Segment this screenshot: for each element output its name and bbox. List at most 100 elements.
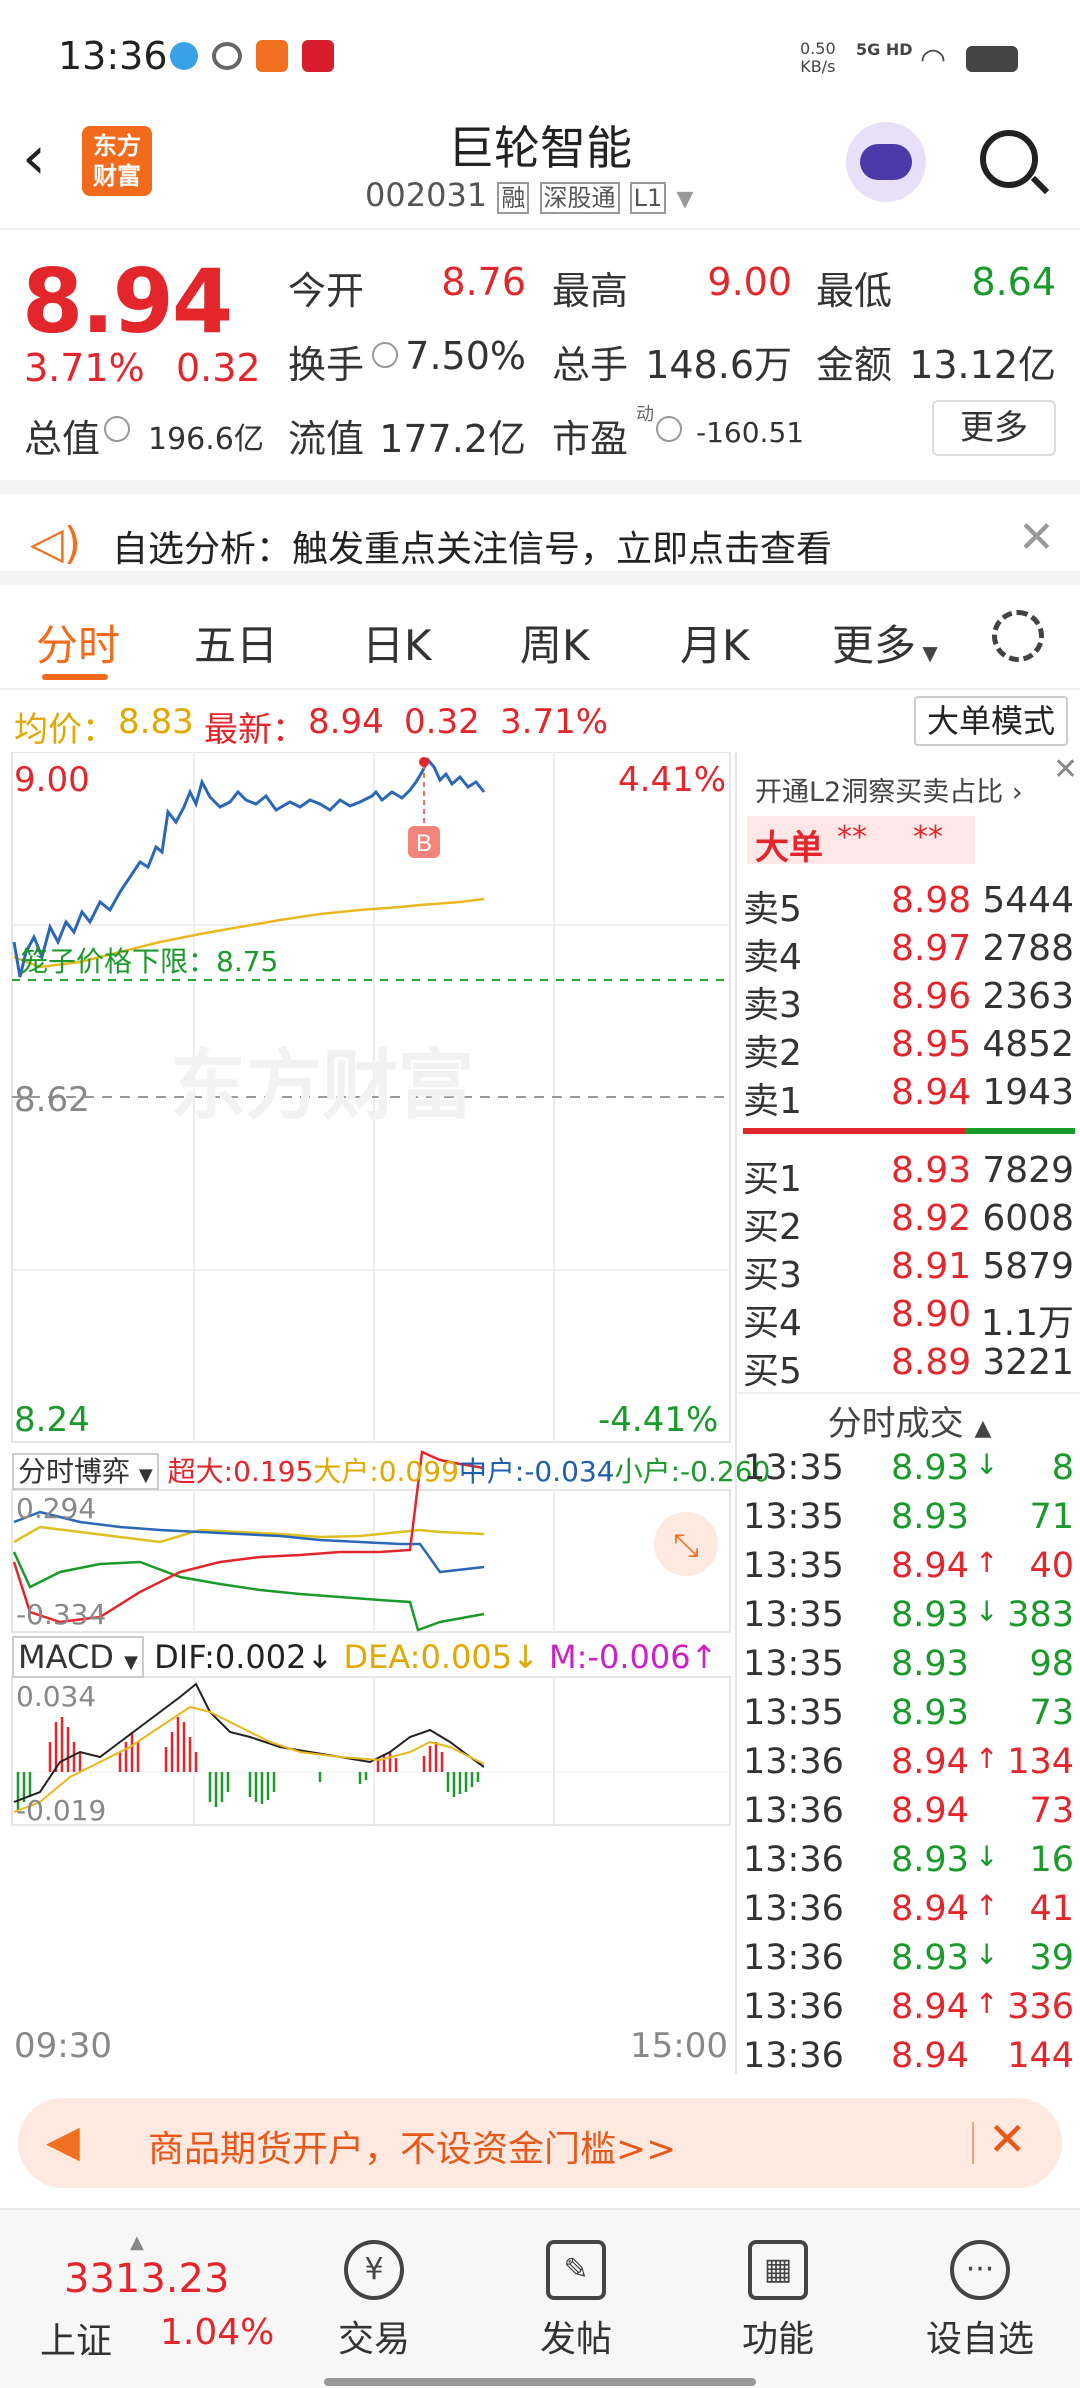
nav-functions[interactable]: ▦ 功能 bbox=[708, 2240, 848, 2362]
order-book-panel: 开通L2洞察买卖占比 › ✕ 大单 ** ** 卖5 8.98 5444 卖4 8.9… bbox=[735, 752, 1080, 2076]
big-order-label: 大单 bbox=[755, 828, 823, 868]
tab-more[interactable]: 更多 ▼ bbox=[832, 621, 938, 670]
promo-divider bbox=[972, 2122, 974, 2164]
tmall-icon bbox=[302, 40, 334, 72]
latest-value: 8.94 bbox=[308, 702, 384, 742]
high-value: 9.00 bbox=[707, 260, 792, 304]
pe-info-icon[interactable] bbox=[656, 416, 682, 442]
nav-add-watchlist[interactable]: ··· 设自选 bbox=[910, 2240, 1050, 2362]
macd-dropdown[interactable]: MACD ▼ bbox=[12, 1636, 144, 1678]
y-axis-top: 9.00 bbox=[14, 760, 90, 800]
low-label: 最低 bbox=[816, 269, 893, 313]
bid-row[interactable]: 买5 8.89 3221 bbox=[743, 1342, 1074, 1392]
avg-value: 8.83 bbox=[118, 702, 194, 742]
float-cap-label: 流值 bbox=[288, 417, 365, 461]
ratio-bar-sell bbox=[743, 1128, 965, 1134]
latest-change-pct: 3.71% bbox=[500, 702, 609, 742]
app-notification-icon bbox=[170, 42, 198, 70]
network-type: 5G HD bbox=[856, 40, 913, 59]
ask-row[interactable]: 卖2 8.95 4852 bbox=[743, 1024, 1074, 1074]
watermark: 东方财富 bbox=[170, 1044, 474, 1129]
index-pct: 1.04% bbox=[160, 2312, 275, 2353]
ask-row[interactable]: 卖1 8.94 1943 bbox=[743, 1072, 1074, 1122]
flow-y-max: 0.294 bbox=[16, 1492, 97, 1525]
ask-row[interactable]: 卖3 8.96 2363 bbox=[743, 976, 1074, 1026]
l2-link[interactable]: 开通L2洞察买卖占比 › bbox=[755, 777, 1023, 808]
current-price: 8.94 bbox=[22, 250, 233, 353]
tab-daily-k[interactable]: 日K bbox=[362, 621, 432, 670]
change-value: 0.32 bbox=[176, 346, 261, 390]
latest-label: 最新： bbox=[204, 710, 306, 750]
bottom-nav: ▲ 3313.23 上证 1.04% ¥ 交易 ✎ 发帖 ▦ 功能 ··· 设自选 bbox=[0, 2208, 1080, 2388]
notice-bar[interactable]: ◁) 自选分析：触发重点关注信号，立即点击查看 ✕ bbox=[0, 480, 1080, 585]
robot-assistant-icon[interactable] bbox=[846, 122, 926, 202]
promo-text: 商品期货开户，不设资金门槛>> bbox=[148, 2129, 677, 2170]
time-start: 09:30 bbox=[14, 2026, 112, 2066]
settings-gear-icon[interactable] bbox=[992, 610, 1044, 662]
open-label: 今开 bbox=[288, 269, 365, 313]
app-notification-icon-2 bbox=[212, 42, 242, 70]
stock-code: 002031 bbox=[365, 176, 488, 214]
trade-list-title[interactable]: 分时成交 ▲ bbox=[827, 1404, 992, 1444]
trade-row: 13:36 8.94 73 bbox=[743, 1791, 1074, 1831]
nav-trade[interactable]: ¥ 交易 bbox=[304, 2240, 444, 2362]
stock-code-line[interactable]: 002031 融 深股通 L1 ▼ bbox=[365, 176, 693, 214]
stock-name: 巨轮智能 bbox=[448, 121, 632, 175]
net-speed: 0.50 KB/s bbox=[800, 39, 836, 76]
home-indicator bbox=[324, 2378, 756, 2386]
intraday-chart-area[interactable]: 东方财富 B ⤡ bbox=[0, 752, 770, 2074]
yen-icon: ¥ bbox=[344, 2240, 404, 2300]
trade-row: 13:35 8.93 73 bbox=[743, 1693, 1074, 1733]
bid-row[interactable]: 买2 8.92 6008 bbox=[743, 1198, 1074, 1248]
status-bar: 13:36 0.50 KB/s 5G HD ◠ bbox=[0, 0, 1080, 110]
high-label: 最高 bbox=[552, 269, 629, 313]
ask-row[interactable]: 卖5 8.98 5444 bbox=[743, 880, 1074, 930]
index-widget[interactable]: ▲ 3313.23 上证 1.04% bbox=[40, 2232, 280, 2372]
info-icon[interactable] bbox=[104, 416, 130, 442]
prev-close-label: 8.62 bbox=[14, 1080, 90, 1120]
tab-weekly-k[interactable]: 周K bbox=[520, 621, 590, 670]
buy-marker bbox=[408, 826, 440, 858]
trade-row: 13:36 8.94 ↑ 336 bbox=[743, 1987, 1074, 2027]
pe-value: -160.51 bbox=[696, 416, 805, 449]
tab-intraday[interactable]: 分时 bbox=[36, 621, 121, 670]
tab-five-day[interactable]: 五日 bbox=[194, 621, 279, 670]
search-icon[interactable] bbox=[980, 130, 1050, 195]
panel-close-icon[interactable]: ✕ bbox=[1053, 752, 1079, 787]
market-cap-value: 196.6亿 bbox=[148, 422, 264, 457]
bid-row[interactable]: 买4 8.90 1.1万 bbox=[743, 1294, 1074, 1344]
back-icon[interactable]: ‹ bbox=[22, 123, 46, 193]
level-tag: L1 bbox=[629, 182, 667, 214]
amount-value: 13.12亿 bbox=[909, 343, 1056, 387]
trade-row: 13:35 8.93 ↓ 383 bbox=[743, 1595, 1074, 1635]
caret-up-icon: ▲ bbox=[130, 2232, 144, 2253]
tab-monthly-k[interactable]: 月K bbox=[680, 621, 750, 670]
promo-banner[interactable]: ◀ 商品期货开户，不设资金门槛>> ✕ bbox=[18, 2098, 1062, 2188]
big-order-mode-button[interactable]: 大单模式 bbox=[914, 696, 1068, 746]
close-icon[interactable]: ✕ bbox=[1018, 512, 1055, 563]
app-notification-icon-3 bbox=[256, 40, 288, 72]
ask-row[interactable]: 卖4 8.97 2788 bbox=[743, 928, 1074, 978]
bid-row[interactable]: 买1 8.93 7829 bbox=[743, 1150, 1074, 1200]
quote-panel: 8.94 3.71% 0.32 总值 196.6亿 今开 8.76 最高 9.0… bbox=[0, 230, 1080, 470]
big-order-row bbox=[747, 816, 975, 864]
turnover-value: 7.50% bbox=[405, 334, 526, 378]
expand-icon: ⤡ bbox=[673, 1526, 699, 1564]
y-axis-bottom: 8.24 bbox=[14, 1400, 90, 1440]
active-tab-indicator bbox=[42, 674, 108, 680]
trade-row: 13:35 8.94 ↑ 40 bbox=[743, 1546, 1074, 1586]
macd-legend: MACD ▼ DIF:0.002↓ DEA:0.005↓ M:-0.006↑ bbox=[12, 1636, 730, 1678]
bid-row[interactable]: 买3 8.91 5879 bbox=[743, 1246, 1074, 1296]
ratio-bar-buy bbox=[965, 1128, 1075, 1134]
promo-close-icon[interactable]: ✕ bbox=[988, 2112, 1027, 2166]
dropdown-icon: ▼ bbox=[676, 187, 694, 212]
price-info-line: 均价： 8.83 最新： 8.94 0.32 3.71% 大单模式 bbox=[0, 692, 1080, 750]
nav-post[interactable]: ✎ 发帖 bbox=[506, 2240, 646, 2362]
y-axis-top-pct: 4.41% bbox=[618, 760, 727, 800]
flow-dropdown[interactable]: 分时博弈 ▼ bbox=[12, 1453, 159, 1490]
turnover-info-icon[interactable] bbox=[372, 342, 398, 368]
trade-row: 13:36 8.94 ↑ 134 bbox=[743, 1742, 1074, 1782]
megaphone-icon: ◀ bbox=[46, 2116, 80, 2167]
turnover-label: 换手 bbox=[288, 343, 365, 387]
more-button[interactable]: 更多 bbox=[932, 400, 1056, 456]
